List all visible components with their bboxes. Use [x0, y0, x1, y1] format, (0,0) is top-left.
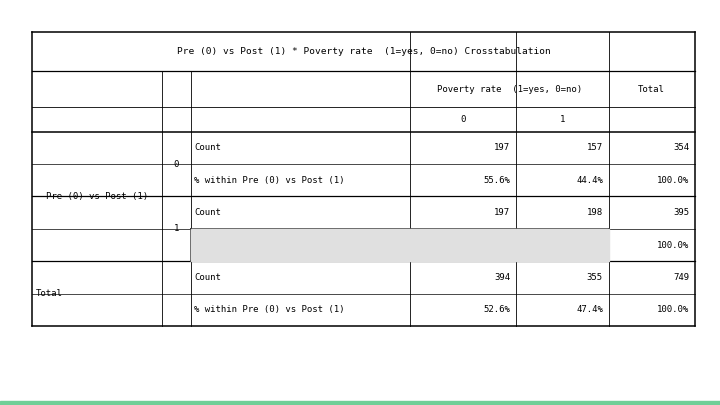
Text: 394: 394 [494, 273, 510, 282]
Text: 55.6%: 55.6% [483, 176, 510, 185]
Text: Pre (0) vs Post (1) * Poverty rate  (1=yes, 0=no) Crosstabulation: Pre (0) vs Post (1) * Poverty rate (1=ye… [176, 47, 551, 56]
Text: 1: 1 [559, 115, 565, 124]
Text: 198: 198 [587, 208, 603, 217]
Text: 100.0%: 100.0% [657, 241, 689, 249]
Text: 197: 197 [494, 143, 510, 152]
Text: 47.4%: 47.4% [576, 305, 603, 314]
Text: 0: 0 [174, 160, 179, 168]
Text: 0: 0 [460, 115, 466, 124]
Text: 197: 197 [494, 208, 510, 217]
Text: Total: Total [639, 85, 665, 94]
Text: Count: Count [194, 273, 221, 282]
Text: Count: Count [194, 208, 221, 217]
Text: Poverty rate  (1=yes, 0=no): Poverty rate (1=yes, 0=no) [437, 85, 582, 94]
Text: % within Pre (0) vs Post (1): % within Pre (0) vs Post (1) [194, 241, 345, 249]
Text: 395: 395 [673, 208, 689, 217]
Text: 52.6%: 52.6% [483, 305, 510, 314]
Text: 1: 1 [174, 224, 179, 233]
Text: 355: 355 [587, 273, 603, 282]
Text: 157: 157 [587, 143, 603, 152]
Text: 354: 354 [673, 143, 689, 152]
Text: 749: 749 [673, 273, 689, 282]
Text: Count: Count [194, 143, 221, 152]
Text: Total: Total [36, 289, 63, 298]
Text: % within Pre (0) vs Post (1): % within Pre (0) vs Post (1) [194, 176, 345, 185]
Text: 49.9%: 49.9% [483, 241, 510, 249]
Text: 100.0%: 100.0% [657, 305, 689, 314]
Text: 50.1%: 50.1% [576, 241, 603, 249]
Text: Pre (0) vs Post (1): Pre (0) vs Post (1) [46, 192, 148, 201]
Text: 44.4%: 44.4% [576, 176, 603, 185]
Text: % within Pre (0) vs Post (1): % within Pre (0) vs Post (1) [194, 305, 345, 314]
Text: 100.0%: 100.0% [657, 176, 689, 185]
